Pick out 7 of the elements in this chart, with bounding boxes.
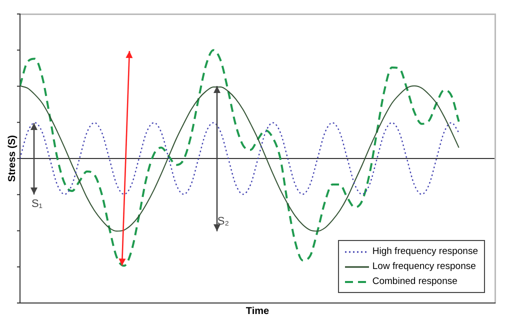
annotation: S₂ bbox=[217, 215, 229, 228]
x-axis-title: Time bbox=[246, 306, 270, 317]
annotation: S₁ bbox=[31, 198, 43, 210]
y-axis-title: Stress (S) bbox=[6, 135, 18, 182]
legend-label: Combined response bbox=[372, 275, 458, 289]
legend-label: Low frequency response bbox=[372, 260, 476, 274]
legend-label: High frequency response bbox=[372, 245, 478, 259]
